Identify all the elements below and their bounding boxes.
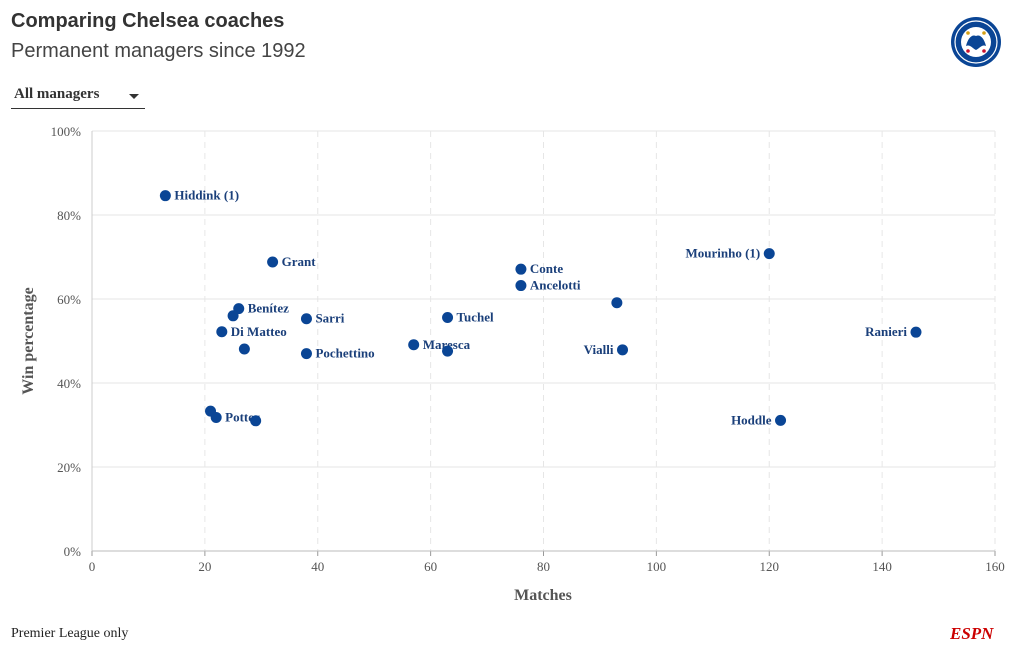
data-label: Hoddle (731, 412, 772, 427)
data-label: Di Matteo (231, 324, 287, 339)
data-point[interactable] (408, 339, 420, 351)
data-label: Ancelotti (530, 278, 581, 293)
footnote: Premier League only (11, 626, 129, 641)
y-axis-title: Win percentage (20, 287, 37, 394)
data-point[interactable] (442, 345, 454, 357)
x-tick-label: 100 (647, 559, 667, 574)
data-point[interactable] (763, 248, 775, 260)
y-tick-label: 60% (57, 292, 81, 307)
chart-subtitle: Permanent managers since 1992 (11, 40, 306, 62)
data-point[interactable] (250, 415, 262, 427)
data-label: Mourinho (1) (686, 246, 761, 261)
x-tick-label: 20 (198, 559, 211, 574)
y-tick-label: 80% (57, 208, 81, 223)
data-point[interactable] (227, 310, 239, 322)
x-tick-label: 120 (760, 559, 780, 574)
data-label: Maresca (423, 337, 471, 352)
x-axis-title: Matches (514, 587, 572, 604)
data-label: Grant (282, 254, 317, 269)
x-tick-label: 40 (311, 559, 324, 574)
x-tick-label: 60 (424, 559, 437, 574)
data-label: Sarri (315, 311, 344, 326)
espn-logo: ESPN (950, 624, 994, 642)
y-tick-label: 0% (64, 544, 82, 559)
y-tick-label: 40% (57, 376, 81, 391)
data-label: Potter (225, 409, 260, 424)
data-point[interactable] (611, 297, 623, 309)
data-point[interactable] (210, 411, 222, 423)
y-tick-label: 20% (57, 460, 81, 475)
chelsea-crest-logo (951, 17, 1001, 67)
data-point[interactable] (233, 303, 245, 315)
x-tick-label: 160 (985, 559, 1005, 574)
data-point[interactable] (267, 256, 279, 268)
data-label: Vialli (584, 342, 614, 357)
manager-filter-dropdown[interactable]: All managers (11, 84, 145, 109)
caret-down-icon (129, 94, 139, 99)
dropdown-selected-label: All managers (14, 86, 100, 102)
data-point[interactable] (910, 326, 922, 338)
espn-logo-text: ESPN (950, 624, 994, 642)
axes: 0% 20% 40% 60% 80% 100% 0 20 40 60 80 100 120 140 160 (51, 124, 1005, 574)
data-label: Hiddink (1) (174, 188, 239, 203)
data-label: Pochettino (315, 346, 374, 361)
x-tick-label: 80 (537, 559, 550, 574)
gridlines (91, 130, 996, 552)
y-tick-label: 100% (51, 124, 82, 139)
data-point[interactable] (617, 344, 629, 356)
data-label: Benítez (248, 301, 289, 316)
chart-title: Comparing Chelsea coaches (11, 10, 285, 32)
data-point[interactable] (442, 311, 454, 323)
data-point[interactable] (300, 313, 312, 325)
data-points: Hiddink (1) Grant Benítez Sarri Di Matteo Poc… (159, 188, 922, 427)
x-tick-label: 0 (89, 559, 96, 574)
data-label: Tuchel (457, 309, 494, 324)
data-point[interactable] (300, 348, 312, 360)
data-label: Conte (530, 261, 563, 276)
data-point[interactable] (515, 263, 527, 275)
data-point[interactable] (775, 414, 787, 426)
data-point[interactable] (205, 405, 217, 417)
data-point[interactable] (216, 326, 228, 338)
data-point[interactable] (159, 190, 171, 202)
x-tick-label: 140 (872, 559, 892, 574)
data-point[interactable] (515, 280, 527, 292)
data-point[interactable] (238, 343, 250, 355)
data-label: Ranieri (865, 324, 907, 339)
